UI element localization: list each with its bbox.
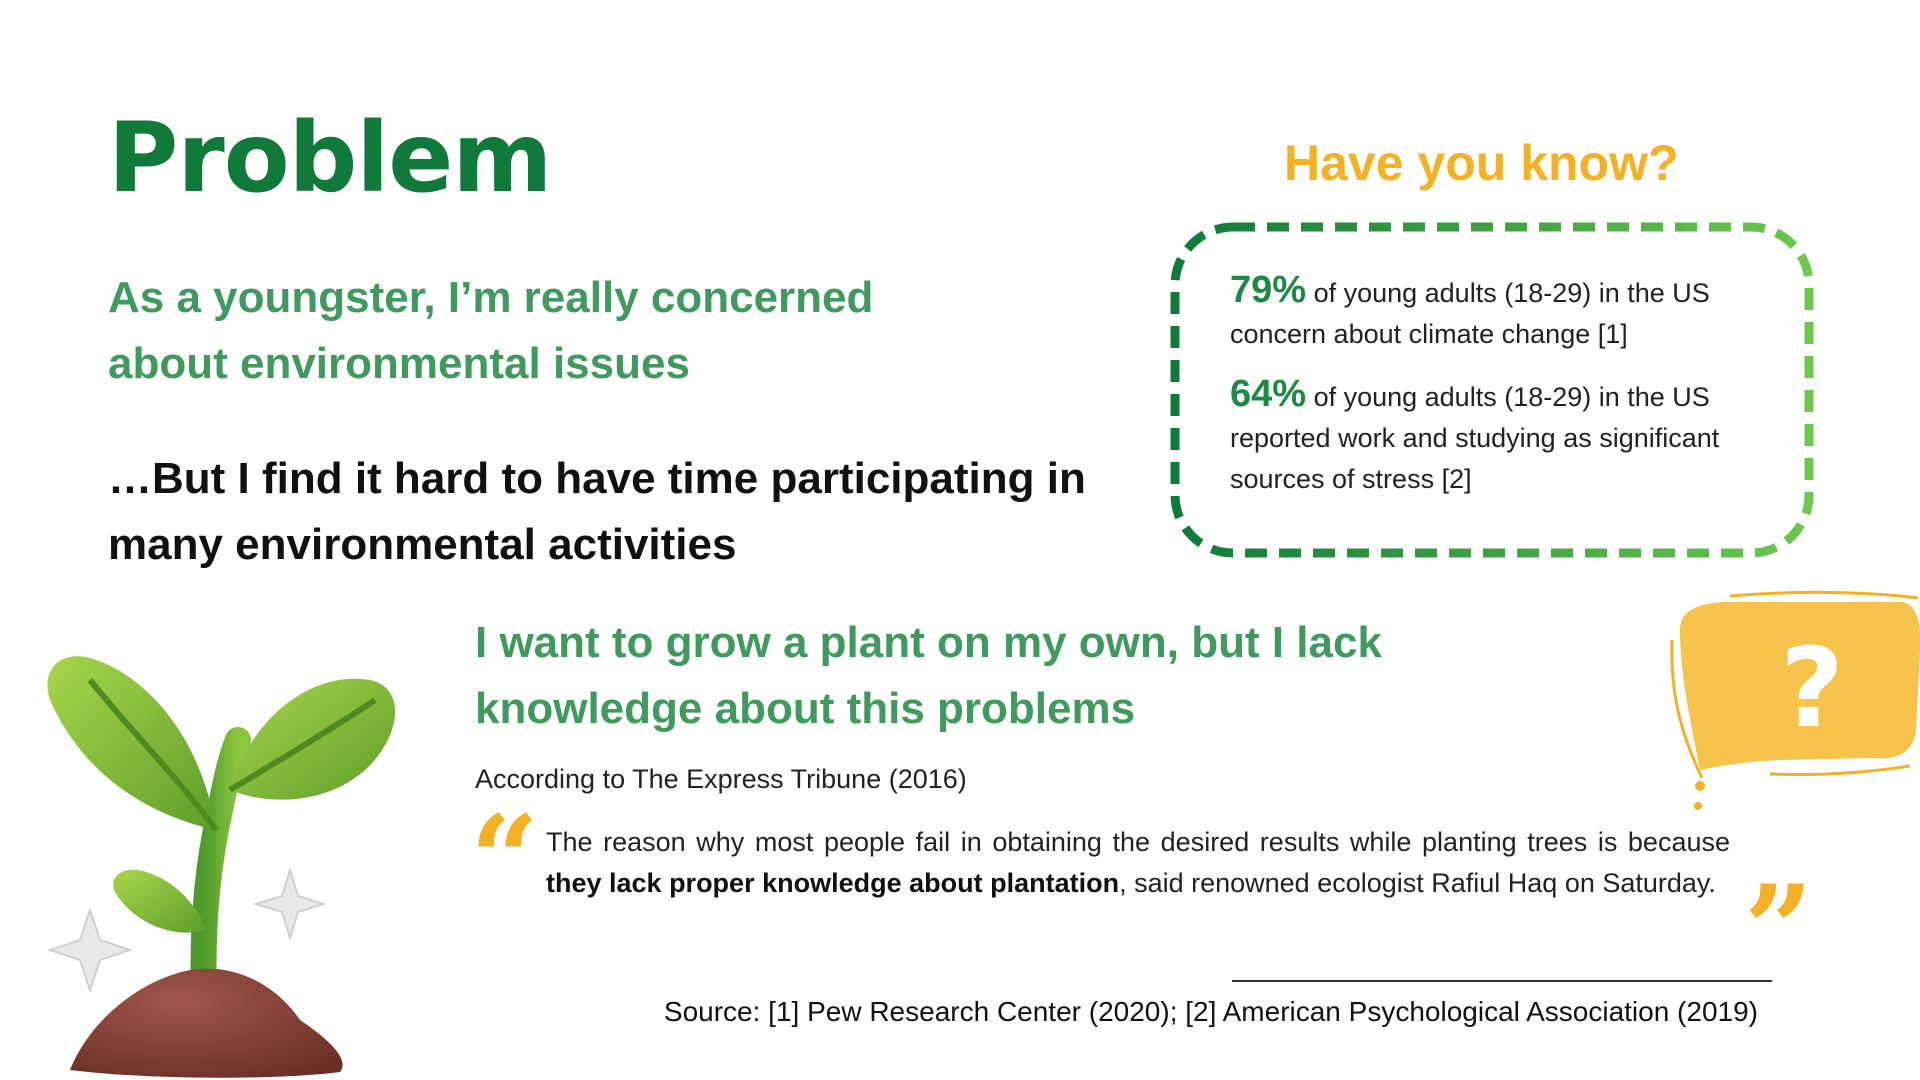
quote-bold: they lack proper knowledge about plantat… (546, 868, 1120, 898)
know-box-title: Have you know? (1284, 135, 1679, 191)
question-bubble-icon: ? (1670, 590, 1920, 810)
sprout-illustration (46, 656, 396, 1078)
knowledge-statement: I want to grow a plant on my own, but I … (475, 618, 1382, 733)
stat-item-2: 64% of young adults (18-29) in the US re… (1230, 374, 1790, 500)
stat-2-text: of young adults (18-29) in the US report… (1230, 382, 1720, 494)
dashed-border (1170, 222, 1814, 558)
quote-before: The reason why most people fail in obtai… (546, 827, 1730, 857)
open-quote-icon: “ (470, 789, 540, 930)
svg-text:?: ? (1780, 624, 1844, 752)
page-title: Problem (108, 102, 552, 214)
citation-label: According to The Express Tribune (2016) (475, 764, 967, 794)
stats-box: 79% of young adults (18-29) in the US co… (1170, 222, 1814, 558)
source-text: Source: [1] Pew Research Center (2020); … (663, 996, 1758, 1027)
stat-2-percent: 64% (1230, 373, 1307, 415)
stat-1-percent: 79% (1230, 269, 1307, 311)
quote-text: The reason why most people fail in obtai… (546, 822, 1730, 904)
quote-after: , said renowned ecologist Rafiul Haq on … (1119, 868, 1716, 898)
concern-statement: As a youngster, I’m really concerned abo… (108, 273, 874, 388)
stat-1-text: of young adults (18-29) in the US concer… (1230, 278, 1710, 349)
close-quote-icon: ” (1744, 859, 1814, 1000)
time-statement: …But I find it hard to have time partici… (108, 454, 1086, 569)
stat-item-1: 79% of young adults (18-29) in the US co… (1230, 270, 1790, 355)
source-divider (1232, 980, 1772, 982)
